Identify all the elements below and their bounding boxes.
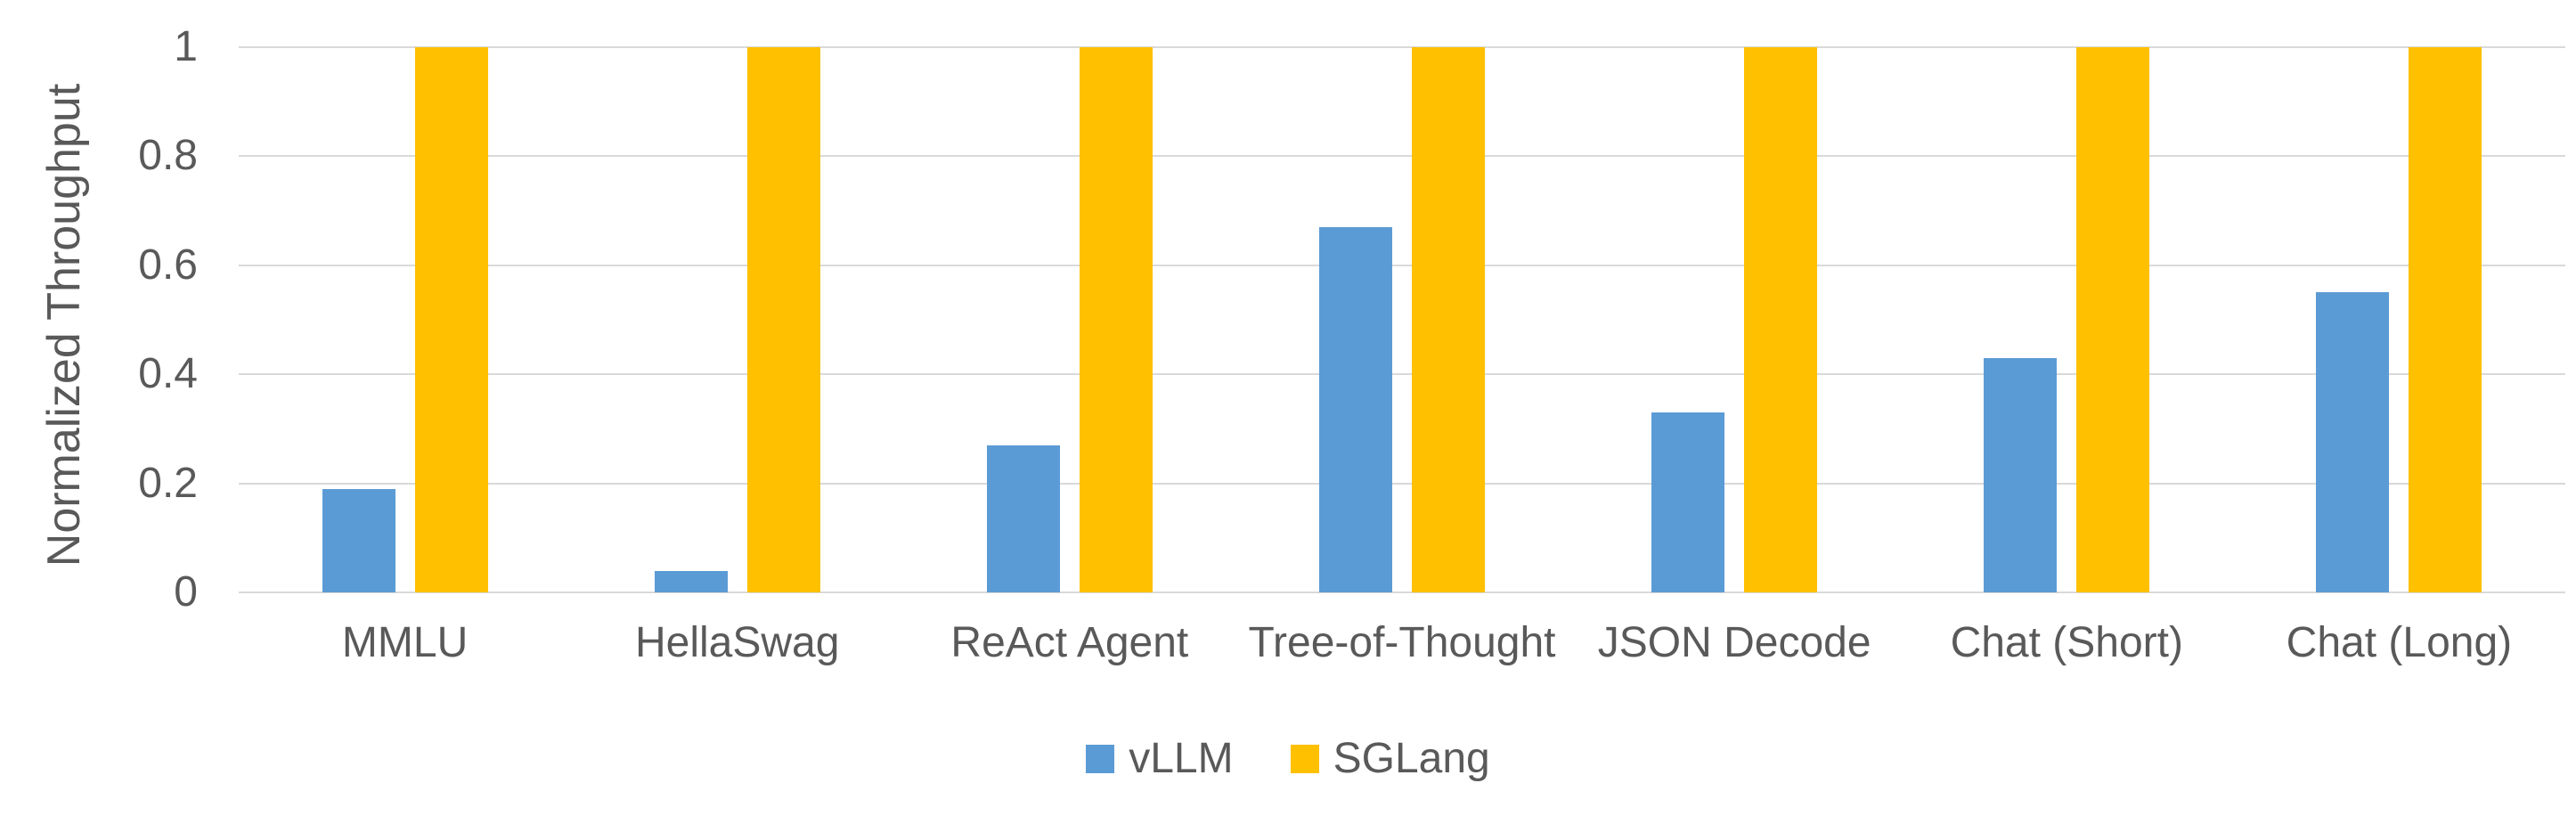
y-tick-label: 0 — [174, 568, 198, 616]
gridline — [239, 264, 2565, 266]
bar-sglang — [2076, 47, 2150, 592]
bar-group-chat-long- — [2233, 47, 2565, 592]
x-tick-label: Chat (Short) — [1950, 619, 2183, 666]
bar-sglang — [1411, 47, 1485, 592]
x-tick-label: MMLU — [341, 619, 469, 666]
gridline — [239, 482, 2565, 485]
bar-vllm — [986, 445, 1060, 592]
bar-sglang — [414, 47, 488, 592]
plot-area — [239, 46, 2565, 593]
legend: vLLM SGLang — [0, 732, 2576, 786]
gridline — [239, 155, 2565, 158]
y-tick-label: 0.6 — [138, 241, 198, 289]
y-axis-title: Normalized Throughput — [38, 83, 90, 567]
x-tick-label: Chat (Long) — [2286, 619, 2513, 666]
bar-group-json-decode — [1569, 47, 1901, 592]
bar-sglang — [1079, 47, 1153, 592]
legend-swatch-icon — [1086, 745, 1115, 773]
legend-item-sglang: SGLang — [1290, 732, 1490, 786]
x-tick-label: Tree-of-Thought — [1248, 619, 1556, 666]
bar-vllm — [1984, 357, 2058, 592]
bar-sglang — [2409, 47, 2482, 592]
bar-vllm — [322, 488, 395, 592]
x-tick-label: ReAct Agent — [950, 619, 1189, 666]
bar-vllm — [1651, 412, 1725, 592]
y-tick-label: 0.4 — [138, 350, 198, 398]
bar-vllm — [2316, 292, 2390, 592]
bar-group-hellaswag — [571, 47, 903, 592]
x-tick-label: JSON Decode — [1597, 619, 1871, 666]
gridline — [239, 46, 2565, 48]
bar-group-react-agent — [903, 47, 1235, 592]
x-tick-label: HellaSwag — [634, 619, 840, 666]
legend-label: vLLM — [1129, 735, 1234, 782]
bar-group-mmlu — [239, 47, 571, 592]
gridline — [239, 591, 2565, 593]
bar-sglang — [746, 47, 820, 592]
y-tick-label: 0.8 — [138, 132, 198, 180]
bar-vllm — [1318, 226, 1392, 592]
legend-label: SGLang — [1333, 735, 1490, 782]
bar-group-tree-of-thought — [1235, 47, 1568, 592]
legend-swatch-icon — [1290, 745, 1319, 773]
bar-vllm — [654, 570, 728, 592]
bar-sglang — [1744, 47, 1818, 592]
legend-item-vllm: vLLM — [1086, 732, 1234, 786]
y-tick-label: 1 — [174, 23, 198, 70]
y-tick-label: 0.2 — [138, 459, 198, 507]
gridline — [239, 373, 2565, 376]
bar-group-chat-short- — [1901, 47, 2233, 592]
